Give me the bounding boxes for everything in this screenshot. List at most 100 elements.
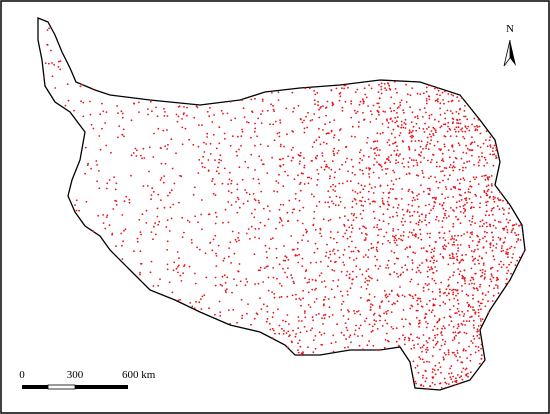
point bbox=[292, 156, 294, 159]
point bbox=[449, 164, 452, 166]
point bbox=[396, 116, 399, 119]
point bbox=[428, 133, 431, 136]
point bbox=[296, 219, 299, 222]
point bbox=[489, 153, 492, 156]
point bbox=[470, 315, 473, 318]
point bbox=[299, 189, 302, 192]
point bbox=[412, 377, 415, 379]
point bbox=[374, 186, 376, 188]
point bbox=[465, 253, 467, 256]
point bbox=[387, 267, 390, 269]
point bbox=[390, 311, 393, 313]
point bbox=[515, 223, 518, 226]
point bbox=[447, 125, 449, 128]
point bbox=[387, 156, 390, 158]
point bbox=[114, 188, 117, 191]
point bbox=[507, 221, 510, 224]
point bbox=[430, 135, 432, 138]
point bbox=[432, 298, 434, 300]
point bbox=[371, 329, 374, 332]
point bbox=[471, 221, 473, 223]
point bbox=[434, 176, 436, 179]
point bbox=[453, 351, 455, 354]
point bbox=[233, 278, 235, 280]
point bbox=[442, 301, 445, 303]
point bbox=[220, 109, 223, 112]
point bbox=[301, 257, 304, 260]
point bbox=[495, 243, 498, 245]
point bbox=[307, 291, 310, 294]
point bbox=[454, 312, 457, 315]
point bbox=[327, 298, 330, 300]
point bbox=[384, 161, 387, 164]
point bbox=[472, 335, 475, 338]
point bbox=[455, 157, 458, 160]
point bbox=[407, 256, 409, 258]
point bbox=[418, 264, 421, 267]
point bbox=[448, 215, 450, 218]
point bbox=[379, 149, 381, 151]
point bbox=[452, 274, 455, 277]
point bbox=[442, 325, 445, 327]
point bbox=[295, 298, 297, 300]
point bbox=[398, 337, 401, 340]
point bbox=[479, 196, 482, 198]
point bbox=[99, 113, 102, 116]
point bbox=[444, 302, 447, 305]
point bbox=[495, 147, 498, 149]
point bbox=[341, 163, 343, 166]
point bbox=[428, 203, 430, 206]
point bbox=[145, 222, 148, 224]
point bbox=[410, 231, 413, 234]
point bbox=[435, 218, 437, 221]
point bbox=[197, 145, 200, 148]
point bbox=[166, 219, 169, 222]
point bbox=[488, 284, 491, 287]
point bbox=[259, 266, 262, 269]
point bbox=[419, 233, 422, 236]
point bbox=[303, 312, 306, 314]
point bbox=[464, 215, 467, 218]
point bbox=[462, 212, 465, 214]
point bbox=[299, 151, 302, 154]
point bbox=[484, 294, 487, 296]
point bbox=[403, 338, 406, 341]
point bbox=[435, 215, 438, 218]
point bbox=[309, 261, 312, 264]
point bbox=[482, 237, 484, 240]
point bbox=[315, 205, 318, 208]
point bbox=[346, 270, 349, 273]
point bbox=[426, 141, 429, 144]
point bbox=[447, 121, 450, 124]
point bbox=[360, 184, 363, 187]
point bbox=[477, 346, 480, 348]
point bbox=[298, 199, 301, 202]
point bbox=[419, 358, 422, 360]
point bbox=[111, 232, 114, 235]
point bbox=[409, 323, 412, 326]
point bbox=[440, 331, 443, 333]
point bbox=[395, 257, 398, 260]
point bbox=[262, 303, 265, 306]
point bbox=[295, 333, 297, 335]
point bbox=[428, 117, 431, 120]
point bbox=[421, 350, 423, 353]
point bbox=[444, 340, 447, 343]
point bbox=[419, 297, 422, 300]
point bbox=[452, 325, 455, 328]
point bbox=[304, 270, 307, 273]
point bbox=[229, 100, 232, 103]
point bbox=[480, 354, 483, 357]
point bbox=[271, 316, 274, 319]
point bbox=[479, 132, 482, 135]
point bbox=[357, 182, 360, 185]
point bbox=[421, 213, 423, 216]
point bbox=[426, 102, 428, 105]
point bbox=[409, 307, 412, 310]
point bbox=[406, 93, 409, 96]
point bbox=[458, 193, 461, 196]
point bbox=[136, 240, 139, 243]
point bbox=[315, 157, 318, 160]
point bbox=[358, 327, 361, 330]
point bbox=[118, 125, 121, 127]
